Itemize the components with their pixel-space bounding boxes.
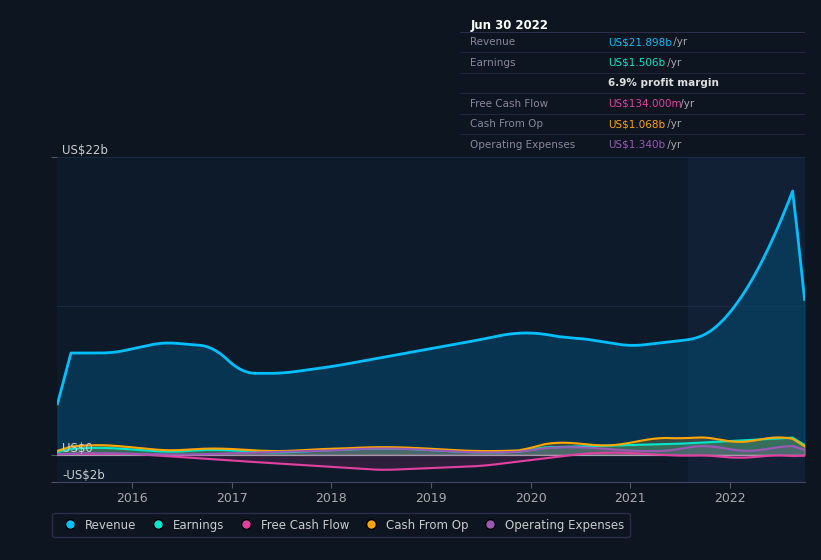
Text: US$22b: US$22b	[62, 144, 108, 157]
Text: US$21.898b: US$21.898b	[608, 37, 672, 47]
Text: /yr: /yr	[664, 140, 681, 150]
Text: Cash From Op: Cash From Op	[470, 119, 544, 129]
Text: /yr: /yr	[677, 99, 694, 109]
Text: US$1.068b: US$1.068b	[608, 119, 666, 129]
Bar	[688, 157, 805, 482]
Text: US$1.506b: US$1.506b	[608, 58, 666, 68]
Legend: Revenue, Earnings, Free Cash Flow, Cash From Op, Operating Expenses: Revenue, Earnings, Free Cash Flow, Cash …	[53, 512, 631, 538]
Text: 6.9% profit margin: 6.9% profit margin	[608, 78, 719, 88]
Text: Earnings: Earnings	[470, 58, 516, 68]
Text: US$0: US$0	[62, 441, 94, 455]
Text: /yr: /yr	[664, 119, 681, 129]
Text: -US$2b: -US$2b	[62, 469, 105, 482]
Text: Free Cash Flow: Free Cash Flow	[470, 99, 548, 109]
Text: /yr: /yr	[671, 37, 688, 47]
Text: Operating Expenses: Operating Expenses	[470, 140, 576, 150]
Text: US$1.340b: US$1.340b	[608, 140, 666, 150]
Text: US$134.000m: US$134.000m	[608, 99, 682, 109]
Text: /yr: /yr	[664, 58, 681, 68]
Text: Jun 30 2022: Jun 30 2022	[470, 18, 548, 32]
Text: Revenue: Revenue	[470, 37, 516, 47]
